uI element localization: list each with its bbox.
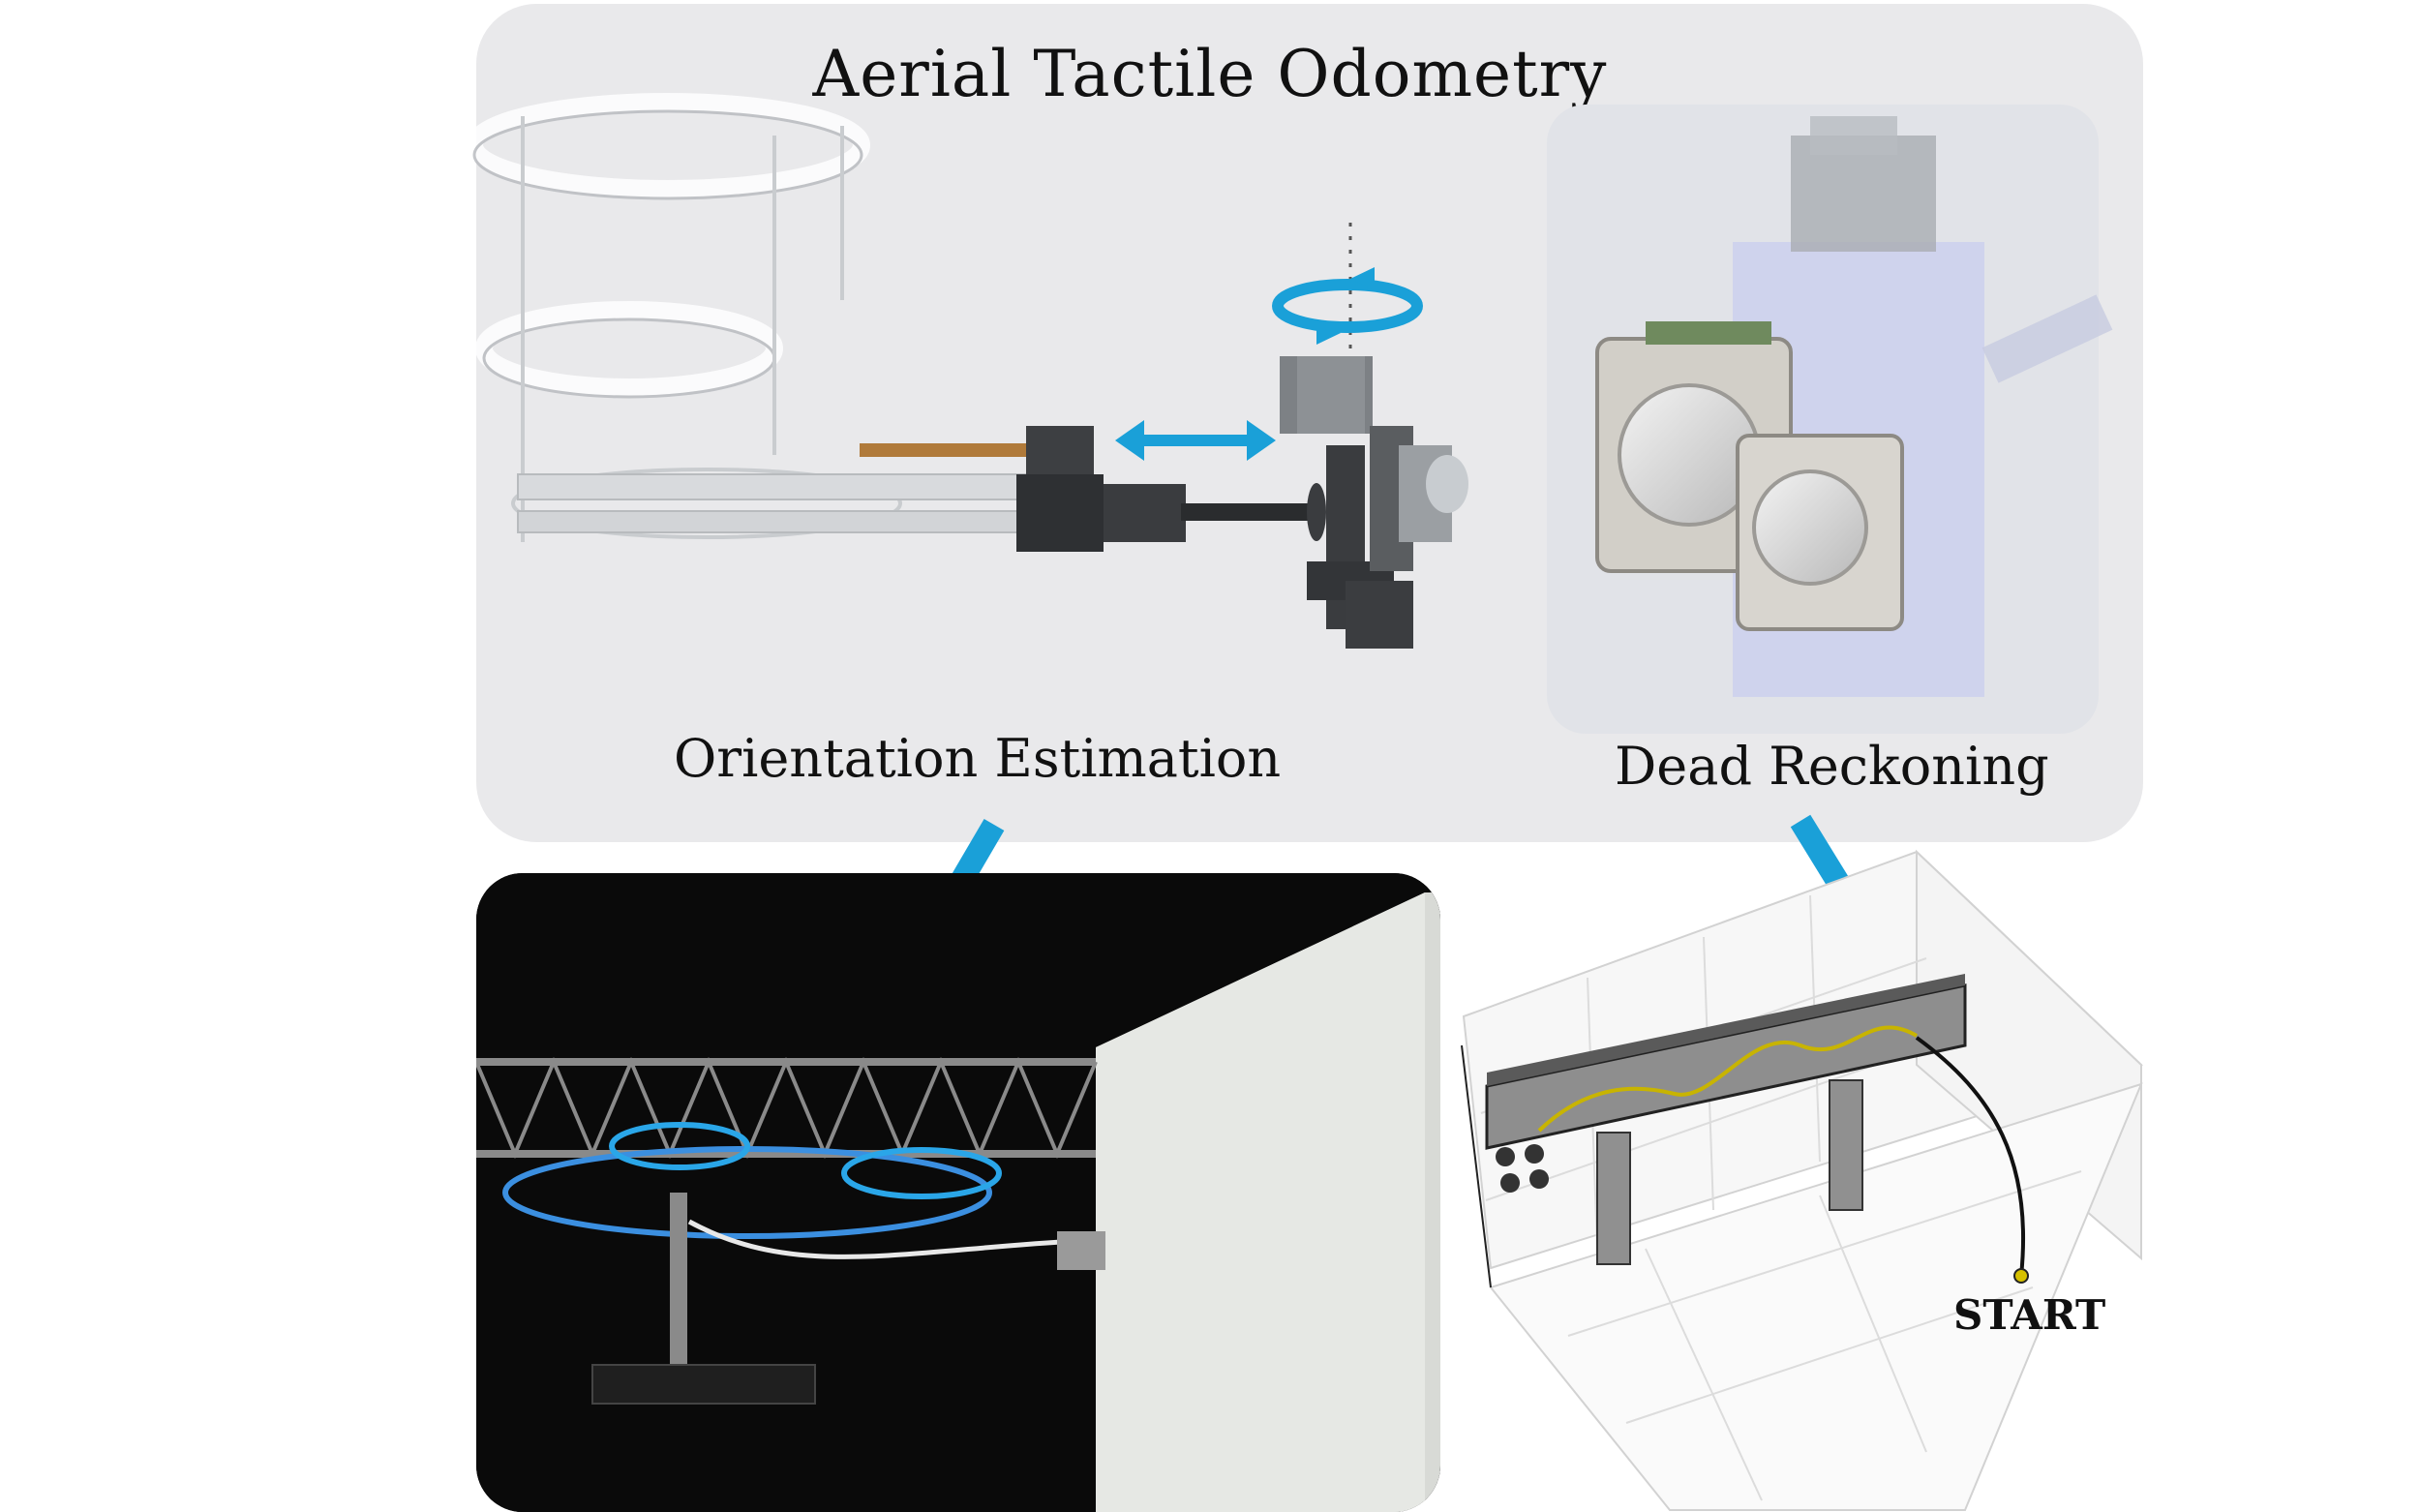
start-point-marker [2013, 1268, 2029, 1284]
trajectory-3d-plot [1461, 849, 2143, 1511]
start-label: START [1953, 1291, 2106, 1339]
trackball-sensor-render [1547, 105, 2113, 734]
dead-reckoning-label: Dead Reckoning [1615, 736, 2049, 797]
translation-double-arrow-icon [1115, 420, 1276, 461]
rotation-arrow-icon [1272, 267, 1423, 345]
flight-photo [476, 873, 1440, 1512]
drone-marker-icon [1496, 1144, 1549, 1193]
sensor-arm-render [860, 223, 1468, 649]
drone-frame-render [466, 93, 1061, 542]
orientation-estimation-label: Orientation Estimation [674, 728, 1282, 789]
start-path-line [1915, 1036, 2026, 1277]
estimated-trajectory-line [1537, 1025, 1919, 1133]
diagram-title: Aerial Tactile Odometry [812, 37, 1608, 111]
